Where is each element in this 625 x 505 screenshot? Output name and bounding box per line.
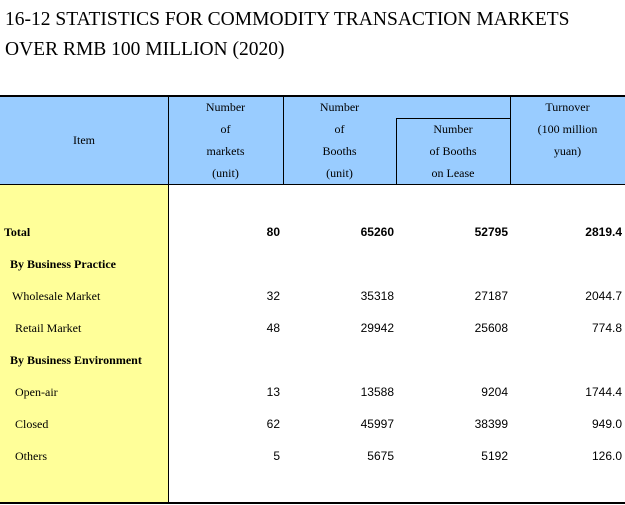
turnover-column-divider	[510, 96, 511, 185]
header-item: Item	[73, 133, 95, 147]
row-label: By Business Practice	[10, 257, 116, 271]
cell-booths: 45997	[360, 417, 394, 431]
cell-turnover: 126.0	[591, 449, 622, 463]
cell-turnover: 1744.4	[585, 385, 622, 399]
title-line-1: 16-12 STATISTICS FOR COMMODITY TRANSACTI…	[5, 9, 570, 30]
row-label: Wholesale Market	[12, 289, 101, 303]
cell-booths: 13588	[360, 385, 394, 399]
cell-lease: 5192	[481, 449, 508, 463]
cell-markets: 5	[273, 449, 280, 463]
table-bottom-border	[0, 502, 625, 504]
table-header-background	[0, 96, 625, 184]
header-booths: Number of Booths (unit)	[319, 100, 360, 180]
cell-lease: 25608	[474, 321, 508, 335]
cell-booths: 65260	[360, 225, 394, 239]
header-turnover: Turnover (100 million yuan)	[537, 100, 598, 158]
cell-turnover: 949.0	[591, 417, 622, 431]
cell-turnover: 2819.4	[585, 225, 622, 239]
row-label: Closed	[15, 417, 49, 431]
cell-markets: 48	[266, 321, 280, 335]
header-booths-lease: Number of Booths on Lease	[429, 122, 477, 180]
table-row: Closed 62 45997 38399 949.0	[0, 408, 625, 440]
row-label: By Business Environment	[10, 353, 142, 367]
cell-turnover: 2044.7	[585, 289, 622, 303]
header-markets: Number of markets (unit)	[205, 100, 246, 180]
table-row: Open-air 13 13588 9204 1744.4	[0, 376, 625, 408]
table-top-border	[0, 95, 625, 97]
cell-lease: 9204	[481, 385, 508, 399]
cell-lease: 52795	[474, 225, 508, 239]
item-column-divider	[168, 96, 169, 503]
lease-column-divider	[396, 118, 397, 185]
page-title: 16-12 STATISTICS FOR COMMODITY TRANSACTI…	[5, 5, 570, 65]
booths-subheader-line	[396, 118, 510, 119]
cell-markets: 62	[266, 417, 280, 431]
cell-markets: 13	[266, 385, 280, 399]
cell-booths: 29942	[360, 321, 394, 335]
cell-turnover: 774.8	[591, 321, 622, 335]
row-label: Total	[4, 225, 31, 239]
table-row-section-practice: By Business Practice	[0, 248, 625, 280]
row-label: Retail Market	[15, 321, 82, 335]
cell-lease: 38399	[474, 417, 508, 431]
table-row-section-environment: By Business Environment	[0, 344, 625, 376]
cell-booths: 35318	[360, 289, 394, 303]
markets-column-divider	[283, 96, 284, 185]
title-line-2: OVER RMB 100 MILLION (2020)	[5, 39, 285, 60]
row-label: Open-air	[15, 385, 58, 399]
cell-booths: 5675	[367, 449, 394, 463]
table-row: Others 5 5675 5192 126.0	[0, 440, 625, 472]
row-label: Others	[15, 449, 47, 463]
cell-markets: 32	[266, 289, 280, 303]
cell-lease: 27187	[474, 289, 508, 303]
table-row: Wholesale Market 32 35318 27187 2044.7	[0, 280, 625, 312]
header-bottom-border	[0, 184, 625, 185]
cell-markets: 80	[266, 225, 280, 239]
table-row: Retail Market 48 29942 25608 774.8	[0, 312, 625, 344]
item-column-background	[0, 184, 168, 502]
table-row-total: Total 80 65260 52795 2819.4	[0, 216, 625, 248]
